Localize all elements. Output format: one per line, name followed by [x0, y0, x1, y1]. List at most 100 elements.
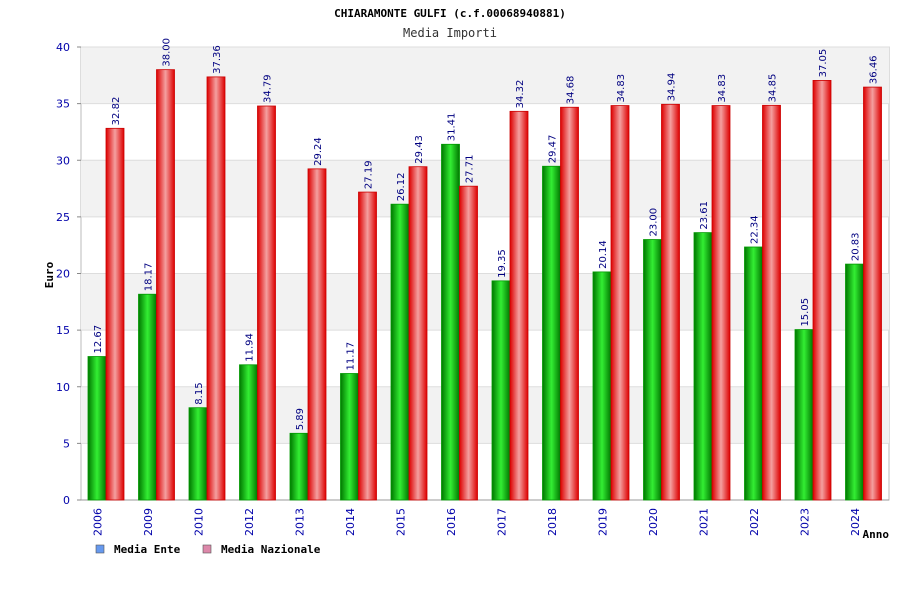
- bar-media-nazionale-2013: [307, 168, 327, 501]
- data-label: 8.15: [194, 382, 205, 404]
- y-tick-label: 30: [56, 154, 70, 167]
- x-axis-label: Anno: [863, 528, 890, 541]
- x-tick-label: 2015: [394, 508, 407, 536]
- x-tick-label: 2024: [849, 508, 862, 536]
- bar-media-nazionale-2021: [711, 105, 731, 501]
- bar-media-ente-2024: [845, 263, 864, 501]
- bar-media-ente-2012: [239, 364, 258, 501]
- bar-media-ente-2020: [643, 239, 662, 501]
- data-label: 34.68: [566, 76, 577, 105]
- bar-media-ente-2022: [744, 246, 763, 501]
- x-tick-label: 2012: [243, 508, 256, 536]
- x-axis-ticks: 2006 2009 2010 2012 2013 2014 2015 2016 2017 2018…: [91, 508, 862, 536]
- data-label: 34.94: [667, 73, 678, 102]
- y-tick-label: 0: [63, 494, 70, 507]
- bar-media-nazionale-2022: [762, 104, 781, 501]
- legend-label: Media Nazionale: [221, 543, 321, 556]
- bar-media-nazionale-2018: [560, 106, 579, 501]
- data-label: 12.67: [93, 325, 104, 354]
- y-tick-label: 40: [56, 41, 70, 54]
- bar-media-ente-2021: [693, 232, 713, 501]
- x-tick-label: 2019: [596, 508, 609, 536]
- data-label: 29.24: [313, 137, 324, 166]
- bar-media-ente-2016: [441, 143, 460, 501]
- bar-media-nazionale-2017: [509, 110, 529, 501]
- data-label: 27.71: [465, 155, 476, 184]
- y-tick-label: 15: [56, 324, 70, 337]
- bars: [87, 69, 882, 501]
- x-tick-label: 2022: [748, 508, 761, 536]
- x-tick-label: 2021: [697, 508, 710, 536]
- bar-media-ente-2006: [87, 356, 107, 501]
- bar-media-nazionale-2006: [105, 127, 125, 501]
- bar-media-nazionale-2019: [610, 105, 630, 501]
- data-label: 34.83: [717, 74, 728, 103]
- bar-media-nazionale-2020: [661, 103, 680, 501]
- bar-media-ente-2023: [794, 329, 814, 501]
- legend-label: Media Ente: [114, 543, 181, 556]
- data-label: 15.05: [800, 298, 811, 327]
- bar-media-ente-2014: [340, 373, 359, 501]
- y-tick-label: 25: [56, 211, 70, 224]
- y-tick-label: 20: [56, 268, 70, 281]
- data-label: 37.36: [212, 45, 223, 74]
- bar-media-ente-2013: [289, 432, 309, 501]
- data-label: 34.83: [616, 74, 627, 103]
- data-label: 26.12: [396, 173, 407, 202]
- data-label: 29.43: [414, 135, 425, 164]
- x-tick-label: 2018: [546, 508, 559, 536]
- data-label: 20.14: [598, 240, 609, 269]
- data-label: 23.00: [649, 208, 660, 237]
- y-axis-ticks: 0 5 10 15 20 25 30 35 40: [56, 41, 81, 507]
- bar-media-ente-2015: [390, 203, 410, 501]
- data-label: 27.19: [364, 160, 375, 189]
- data-labels: 12.67 32.82 18.17 38.00 8.15 37.36 11.94 34.79 5…: [93, 38, 880, 430]
- data-label: 11.94: [245, 333, 256, 362]
- bar-media-ente-2019: [592, 271, 612, 501]
- data-label: 38.00: [162, 38, 173, 67]
- bar-media-ente-2018: [542, 165, 561, 501]
- bar-media-nazionale-2015: [408, 166, 428, 501]
- bar-media-ente-2009: [138, 293, 157, 501]
- data-label: 34.32: [515, 80, 526, 109]
- data-label: 32.82: [111, 97, 122, 126]
- x-tick-label: 2006: [91, 508, 104, 536]
- bar-media-nazionale-2012: [257, 105, 276, 501]
- data-label: 22.34: [750, 215, 761, 244]
- chart-subtitle: Media Importi: [403, 26, 497, 40]
- data-label: 18.17: [144, 263, 155, 292]
- bar-media-nazionale-2024: [863, 86, 882, 501]
- bar-media-nazionale-2010: [206, 76, 226, 501]
- bar-media-nazionale-2014: [358, 191, 377, 501]
- data-label: 37.05: [818, 49, 829, 78]
- y-tick-label: 10: [56, 381, 70, 394]
- data-label: 11.17: [346, 342, 357, 371]
- y-tick-label: 5: [63, 437, 70, 450]
- data-label: 34.85: [768, 74, 779, 103]
- bar-media-nazionale-2023: [812, 80, 832, 501]
- data-label: 20.83: [851, 232, 862, 261]
- bar-media-ente-2010: [188, 407, 208, 501]
- x-tick-label: 2023: [798, 508, 811, 536]
- data-label: 34.79: [263, 74, 274, 103]
- y-axis-label: Euro: [43, 261, 56, 288]
- data-label: 36.46: [869, 55, 880, 84]
- bar-media-nazionale-2016: [459, 185, 478, 501]
- data-label: 5.89: [295, 408, 306, 430]
- chart-title: CHIARAMONTE GULFI (c.f.00068940881): [334, 7, 566, 20]
- x-tick-label: 2017: [495, 508, 508, 536]
- legend: Media Ente Media Nazionale: [95, 543, 321, 556]
- bar-media-ente-2017: [491, 280, 511, 501]
- data-label: 23.61: [699, 201, 710, 230]
- x-tick-label: 2020: [647, 508, 660, 536]
- x-tick-label: 2014: [344, 508, 357, 536]
- data-label: 19.35: [497, 249, 508, 278]
- legend-swatch: [95, 544, 105, 554]
- bar-media-nazionale-2009: [156, 69, 175, 501]
- x-tick-label: 2009: [142, 508, 155, 536]
- x-tick-label: 2016: [445, 508, 458, 536]
- data-label: 29.47: [548, 135, 559, 164]
- legend-swatch: [202, 544, 212, 554]
- x-tick-label: 2010: [192, 508, 205, 536]
